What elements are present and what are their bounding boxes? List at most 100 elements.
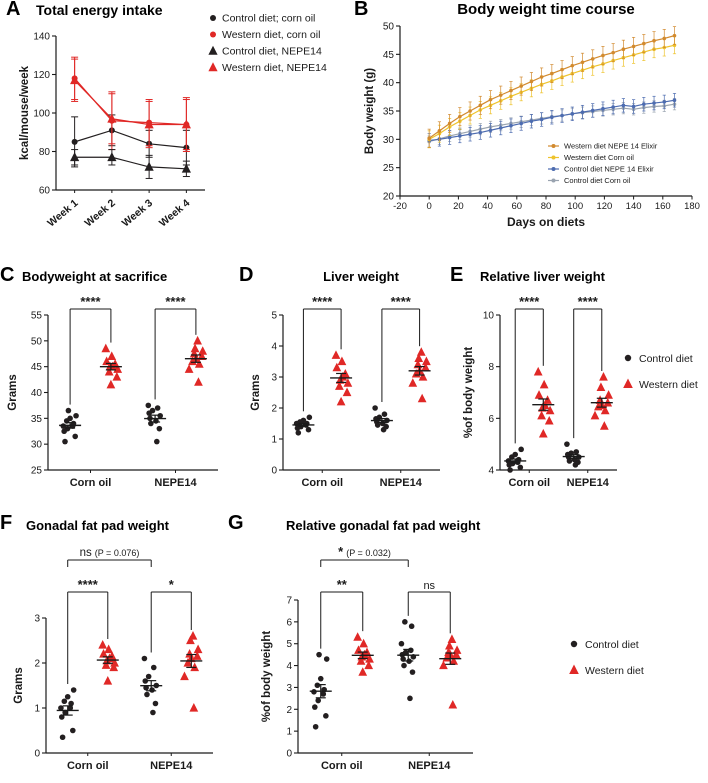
svg-text:ns(P = 0.076): ns (P = 0.076) — [80, 547, 140, 559]
svg-text:4: 4 — [286, 661, 292, 672]
svg-text:4: 4 — [271, 342, 277, 353]
svg-text:Corn oil: Corn oil — [301, 477, 343, 489]
svg-text:0: 0 — [34, 749, 40, 760]
svg-text:0: 0 — [286, 749, 292, 760]
bodyweight-scatter-chart: 25 30 35 40 45 50 55 Grams Corn oil NEPE14 **** ***… — [7, 294, 218, 489]
svg-text:Control diet: Control diet — [585, 639, 639, 651]
svg-text:Grams: Grams — [7, 374, 19, 410]
svg-text:**: ** — [337, 577, 348, 592]
svg-text:25: 25 — [31, 466, 43, 477]
svg-text:NEPE14: NEPE14 — [154, 477, 197, 489]
panel-title-body-weight-time-course: Body weight time course — [457, 1, 635, 18]
svg-text:Western diet: Western diet — [639, 379, 698, 391]
svg-text:2: 2 — [271, 404, 277, 415]
svg-text:180: 180 — [684, 201, 700, 212]
svg-text:120: 120 — [596, 201, 612, 212]
svg-text:55: 55 — [31, 311, 43, 322]
panel-total-energy-intake: A Total energy intake 60 80 100 120 140 kcal/… — [0, 0, 348, 256]
panel-bodyweight-at-sacrifice: C Bodyweight at sacrifice 25 30 35 40 45 50 55… — [0, 262, 232, 514]
svg-text:Days on diets: Days on diets — [507, 215, 585, 229]
svg-text:NEPE14: NEPE14 — [380, 477, 423, 489]
svg-text:40: 40 — [482, 201, 493, 212]
svg-text:0: 0 — [271, 466, 277, 477]
svg-text:10: 10 — [483, 311, 495, 322]
panel-label-f: F — [0, 512, 13, 534]
svg-text:140: 140 — [626, 201, 642, 212]
relative-gonadal-fat-scatter-chart: 0 1 2 3 4 5 6 7 %of body weight Corn oil NEPE14 ** n… — [261, 544, 644, 772]
panel-liver-weight: D Liver weight 0 1 2 3 4 5 Grams Corn oil NEPE14… — [237, 262, 449, 514]
panel-label-g: G — [228, 512, 244, 534]
svg-text:2: 2 — [34, 659, 40, 670]
svg-text:45: 45 — [31, 362, 43, 373]
svg-text:30: 30 — [383, 135, 395, 146]
svg-text:*(P = 0.032): * (P = 0.032) — [338, 544, 391, 559]
svg-text:2: 2 — [286, 705, 292, 716]
svg-text:****: **** — [391, 294, 412, 309]
svg-text:Control diet NEPE 14 Elixir: Control diet NEPE 14 Elixir — [564, 165, 654, 174]
svg-text:40: 40 — [31, 388, 43, 399]
svg-text:5: 5 — [271, 311, 277, 322]
svg-text:7: 7 — [286, 596, 292, 607]
svg-text:160: 160 — [655, 201, 671, 212]
svg-text:Control diet Corn oil: Control diet Corn oil — [564, 176, 631, 185]
svg-text:Corn oil: Corn oil — [70, 477, 112, 489]
body-weight-line-chart: 20 25 30 35 40 45 50 Body weight (g) -20 0 20 40 60 8… — [364, 22, 700, 230]
svg-text:-20: -20 — [393, 201, 407, 212]
panel-relative-gonadal-fat-pad-weight: G Relative gonadal fat pad weight 0 1 2 3 4 5… — [228, 512, 708, 783]
svg-text:Western diet: Western diet — [585, 665, 644, 677]
svg-text:3: 3 — [286, 683, 292, 694]
svg-text:50: 50 — [31, 336, 43, 347]
svg-text:****: **** — [578, 294, 599, 309]
svg-text:Corn oil: Corn oil — [321, 760, 363, 772]
svg-text:8: 8 — [488, 362, 494, 373]
svg-text:40: 40 — [383, 78, 395, 89]
svg-text:%of body weight: %of body weight — [261, 631, 273, 723]
svg-text:Corn oil: Corn oil — [67, 760, 109, 772]
panel-title-relative-liver-weight: Relative liver weight — [480, 269, 605, 284]
svg-text:120: 120 — [33, 70, 50, 81]
svg-text:****: **** — [165, 294, 186, 309]
panel-title-gonadal-fat-pad-weight: Gonadal fat pad weight — [26, 518, 170, 533]
svg-text:100: 100 — [33, 109, 50, 120]
panel-body-weight-time-course: B Body weight time course 20 25 30 35 40 45 50… — [352, 0, 708, 256]
svg-text:Grams: Grams — [13, 667, 25, 703]
svg-text:Control diet; corn oil: Control diet; corn oil — [222, 13, 315, 25]
svg-text:80: 80 — [39, 147, 51, 158]
svg-text:3: 3 — [34, 614, 40, 625]
svg-text:140: 140 — [33, 32, 50, 43]
panel-label-b: B — [354, 0, 369, 20]
svg-text:Western diet, NEPE14: Western diet, NEPE14 — [222, 62, 327, 74]
svg-text:4: 4 — [488, 466, 494, 477]
svg-text:25: 25 — [383, 163, 395, 174]
svg-text:ns: ns — [423, 580, 435, 592]
svg-text:Control diet, NEPE14: Control diet, NEPE14 — [222, 46, 322, 58]
liver-weight-scatter-chart: 0 1 2 3 4 5 Grams Corn oil NEPE14 **** **** — [250, 294, 440, 489]
svg-text:50: 50 — [383, 22, 395, 33]
panel-relative-liver-weight: E Relative liver weight 4 6 8 10 %of body we… — [450, 262, 708, 514]
panel-title-relative-gonadal-fat-pad-weight: Relative gonadal fat pad weight — [286, 518, 481, 533]
svg-text:****: **** — [519, 294, 540, 309]
svg-text:1: 1 — [34, 704, 40, 715]
svg-text:6: 6 — [286, 617, 292, 628]
svg-text:Week 3: Week 3 — [120, 197, 155, 229]
svg-text:30: 30 — [31, 440, 43, 451]
relative-liver-weight-scatter-chart: 4 6 8 10 %of body weight Corn oil NEPE14 **** **… — [463, 294, 698, 489]
svg-text:Week 2: Week 2 — [83, 197, 118, 229]
svg-text:NEPE14: NEPE14 — [408, 760, 451, 772]
svg-text:kcal/mouse/week: kcal/mouse/week — [19, 65, 31, 160]
panel-label-e: E — [450, 264, 464, 286]
svg-text:60: 60 — [39, 186, 51, 197]
svg-text:Western diet Corn oil: Western diet Corn oil — [564, 153, 634, 162]
svg-text:Western diet NEPE 14 Elixir: Western diet NEPE 14 Elixir — [564, 142, 658, 151]
svg-text:20: 20 — [383, 192, 395, 203]
svg-text:Western diet, corn oil: Western diet, corn oil — [222, 29, 320, 41]
energy-intake-line-chart: 60 80 100 120 140 kcal/mouse/week Week 1 Week 2… — [19, 13, 327, 230]
svg-text:20: 20 — [453, 201, 464, 212]
svg-text:****: **** — [80, 294, 101, 309]
panel-title-total-energy-intake: Total energy intake — [36, 2, 163, 18]
svg-text:****: **** — [78, 577, 99, 592]
svg-text:Week 1: Week 1 — [45, 197, 80, 229]
panel-label-c: C — [0, 264, 15, 286]
svg-text:****: **** — [312, 294, 333, 309]
